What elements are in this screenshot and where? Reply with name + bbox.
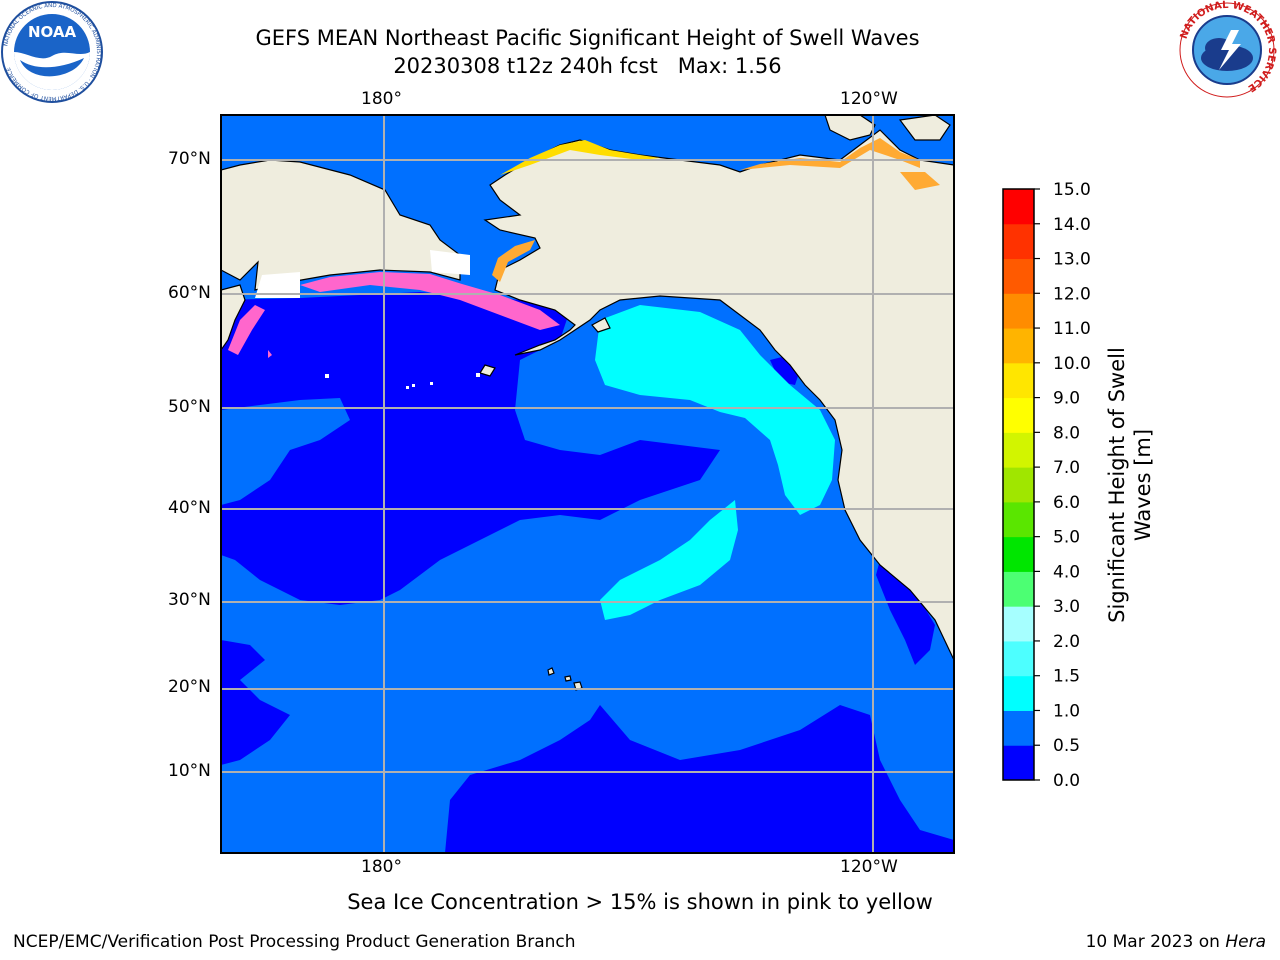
noaa-logo: NOAA NATIONAL OCEANIC AND ATMOSPHERIC AD… xyxy=(1,1,103,103)
colorbar-label-line1: Significant Height of Swell xyxy=(1105,347,1129,623)
lat-label: 70°N xyxy=(168,149,211,169)
colorbar-frame xyxy=(1002,188,1035,781)
colorbar-swatch xyxy=(1003,467,1034,503)
lat-label: 50°N xyxy=(168,397,211,417)
colorbar-tick-label: 1.0 xyxy=(1053,701,1080,721)
sea-ice xyxy=(228,138,940,358)
colorbar-swatch xyxy=(1003,432,1034,468)
colorbar-tick-label: 15.0 xyxy=(1053,180,1091,200)
colorbar-swatch xyxy=(1003,397,1034,433)
credit-branch: NCEP/EMC/Verification Post Processing Pr… xyxy=(13,932,576,952)
colorbar-tick-label: 10.0 xyxy=(1053,354,1091,374)
colorbar-swatch xyxy=(1003,571,1034,607)
colorbar-tick-label: 5.0 xyxy=(1053,528,1080,548)
colorbar-swatches xyxy=(1003,189,1034,781)
colorbar-swatch xyxy=(1003,258,1034,294)
colorbar-swatch xyxy=(1003,675,1034,711)
colorbar-tick-label: 2.0 xyxy=(1053,632,1080,652)
chart-title: GEFS MEAN Northeast Pacific Significant … xyxy=(255,26,920,50)
colorbar-tick-label: 0.5 xyxy=(1053,736,1080,756)
colorbar-swatch xyxy=(1003,362,1034,399)
colorbar-tick-label: 12.0 xyxy=(1053,284,1091,304)
lon-label-top: 180° xyxy=(361,89,402,109)
nws-logo: NATIONAL WEATHER SERVICE xyxy=(1179,0,1277,98)
lat-label: 30°N xyxy=(168,590,211,610)
colorbar-swatch xyxy=(1003,328,1034,364)
masked-cells xyxy=(255,250,480,389)
colorbar-tick-label: 3.0 xyxy=(1053,597,1080,617)
ocean-band-0-05 xyxy=(221,292,954,853)
lat-label: 60°N xyxy=(168,283,211,303)
colorbar-tick-label: 9.0 xyxy=(1053,389,1080,409)
lon-label-top: 120°W xyxy=(840,89,898,109)
colorbar-ticks: 0.0 0.5 1.0 1.5 2.0 3.0 4.0 5.0 6.0 7.0 8.0 9.0 10.0… xyxy=(1034,180,1091,791)
colorbar-tick-label: 14.0 xyxy=(1053,215,1091,235)
colorbar-tick-label: 0.0 xyxy=(1053,771,1080,791)
colorbar-tick-label: 8.0 xyxy=(1053,423,1080,443)
colorbar-tick-label: 1.5 xyxy=(1053,667,1080,687)
colorbar-swatch xyxy=(1003,710,1034,746)
noaa-logo-text: NOAA xyxy=(28,23,77,41)
chart-subtitle: 20230308 t12z 240h fcst Max: 1.56 xyxy=(393,54,782,78)
colorbar-tick-label: 4.0 xyxy=(1053,562,1080,582)
colorbar-swatch xyxy=(1003,501,1034,538)
lon-label-bottom: 180° xyxy=(361,857,402,877)
colorbar-label-line2: Waves [m] xyxy=(1131,429,1155,541)
lat-label: 20°N xyxy=(168,677,211,697)
colorbar-tick-label: 11.0 xyxy=(1053,319,1091,339)
sea-ice-footnote: Sea Ice Concentration > 15% is shown in … xyxy=(347,890,933,914)
colorbar-swatch xyxy=(1003,293,1034,329)
colorbar-swatch xyxy=(1003,606,1034,642)
colorbar-swatch xyxy=(1003,223,1034,260)
credit-date: 10 Mar 2023 on Hera xyxy=(1086,932,1266,952)
land xyxy=(221,115,954,691)
lat-label: 40°N xyxy=(168,498,211,518)
map-field xyxy=(221,115,954,853)
colorbar-swatch xyxy=(1003,536,1034,572)
colorbar-swatch xyxy=(1003,640,1034,677)
lon-label-bottom: 120°W xyxy=(840,857,898,877)
colorbar-tick-label: 7.0 xyxy=(1053,458,1080,478)
colorbar-swatch xyxy=(1003,189,1034,225)
ocean-band-10-15 xyxy=(595,305,835,620)
credit-date-text: 10 Mar 2023 on xyxy=(1085,932,1226,952)
credit-machine: Hera xyxy=(1225,932,1266,952)
lat-label: 10°N xyxy=(168,761,211,781)
colorbar-swatch xyxy=(1003,745,1034,781)
graticule xyxy=(221,115,954,853)
map-frame xyxy=(220,114,955,854)
colorbar-tick-label: 13.0 xyxy=(1053,250,1091,270)
colorbar-tick-label: 6.0 xyxy=(1053,493,1080,513)
